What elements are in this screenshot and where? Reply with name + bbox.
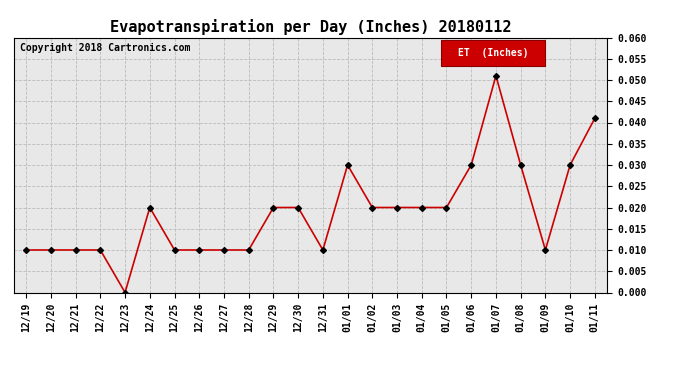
Text: Copyright 2018 Cartronics.com: Copyright 2018 Cartronics.com <box>20 43 190 52</box>
Text: ET  (Inches): ET (Inches) <box>457 48 529 58</box>
Title: Evapotranspiration per Day (Inches) 20180112: Evapotranspiration per Day (Inches) 2018… <box>110 19 511 35</box>
Bar <box>441 40 545 66</box>
